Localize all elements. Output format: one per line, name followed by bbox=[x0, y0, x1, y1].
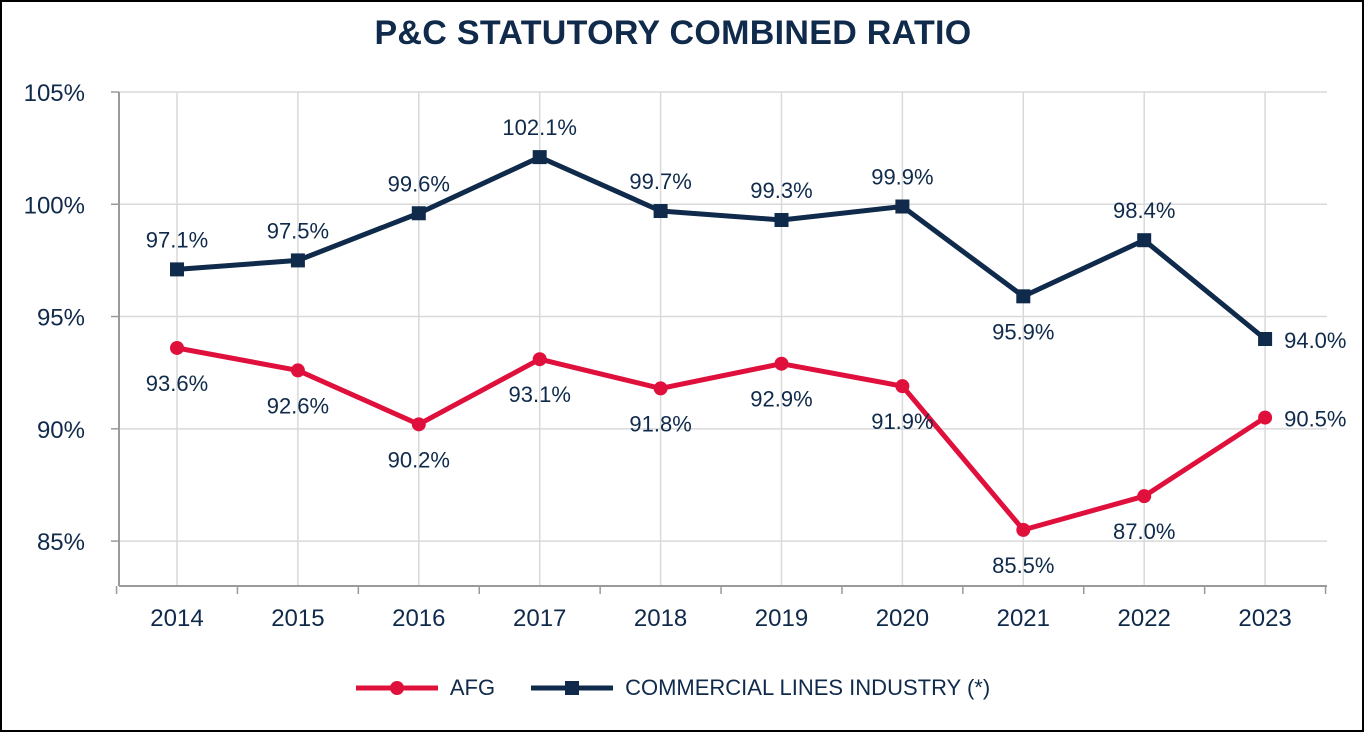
point-afg-2015 bbox=[290, 363, 305, 378]
point-industry-2022 bbox=[1137, 233, 1152, 248]
point-afg-2022 bbox=[1137, 489, 1152, 504]
data-label-afg-2021: 85.5% bbox=[992, 553, 1054, 578]
y-tick-label: 105% bbox=[24, 80, 85, 107]
data-label-afg-2018: 91.8% bbox=[629, 411, 691, 436]
legend: AFG COMMERCIAL LINES INDUSTRY (*) bbox=[0, 668, 1346, 708]
point-industry-2018 bbox=[653, 204, 668, 219]
data-label-afg-2019: 92.9% bbox=[750, 387, 812, 412]
point-afg-2014 bbox=[170, 340, 184, 355]
legend-item-industry: COMMERCIAL LINES INDUSTRY (*) bbox=[531, 675, 990, 701]
x-tick-label: 2018 bbox=[634, 605, 687, 632]
point-afg-2018 bbox=[653, 381, 668, 396]
point-industry-2023 bbox=[1258, 332, 1273, 346]
point-industry-2017 bbox=[532, 150, 547, 165]
point-industry-2020 bbox=[895, 199, 910, 214]
data-label-industry-2022: 98.4% bbox=[1113, 198, 1175, 223]
legend-item-afg: AFG bbox=[355, 675, 496, 701]
point-industry-2021 bbox=[1016, 289, 1031, 304]
data-label-afg-2016: 90.2% bbox=[388, 447, 450, 472]
x-tick-label: 2017 bbox=[513, 605, 566, 632]
series-line-industry bbox=[176, 154, 1267, 341]
y-tick-label: 100% bbox=[24, 192, 85, 219]
grid-lines bbox=[119, 91, 1327, 586]
y-tick-label: 90% bbox=[37, 417, 85, 444]
point-afg-2017 bbox=[532, 352, 547, 367]
legend-line-circle-icon bbox=[355, 681, 438, 695]
point-afg-2016 bbox=[411, 417, 426, 432]
point-industry-2015 bbox=[290, 253, 305, 268]
data-label-industry-2014: 97.1% bbox=[146, 227, 208, 252]
data-label-afg-2017: 93.1% bbox=[509, 382, 571, 407]
x-tick-label: 2015 bbox=[271, 605, 324, 632]
x-tick-label: 2016 bbox=[392, 605, 445, 632]
axes: 85% 90% 95% 100% 105% 2014 2015 2016 2017 2018 201… bbox=[24, 80, 1327, 632]
x-tick-label: 2020 bbox=[876, 605, 929, 632]
chart-title: P&C STATUTORY COMBINED RATIO bbox=[374, 14, 972, 52]
legend-label-afg: AFG bbox=[449, 675, 496, 700]
data-label-industry-2018: 99.7% bbox=[629, 169, 691, 194]
point-afg-2019 bbox=[774, 356, 789, 371]
x-tick-label: 2021 bbox=[997, 605, 1050, 632]
data-label-afg-2014: 93.6% bbox=[146, 371, 208, 396]
data-label-afg-2023: 90.5% bbox=[1284, 407, 1346, 432]
data-label-industry-2021: 95.9% bbox=[992, 319, 1054, 344]
series-group bbox=[170, 150, 1273, 537]
data-label-industry-2016: 99.6% bbox=[388, 171, 450, 196]
data-label-afg-2022: 87.0% bbox=[1113, 519, 1175, 544]
data-label-afg-2015: 92.6% bbox=[267, 393, 329, 418]
data-label-industry-2017: 102.1% bbox=[502, 115, 577, 140]
point-afg-2021 bbox=[1016, 522, 1031, 537]
point-industry-2016 bbox=[411, 206, 426, 221]
x-tick-label: 2019 bbox=[755, 605, 808, 632]
y-tick-label: 95% bbox=[37, 305, 85, 332]
x-tick-label: 2023 bbox=[1238, 605, 1291, 632]
legend-label-industry: COMMERCIAL LINES INDUSTRY (*) bbox=[625, 675, 991, 700]
y-tick-label: 85% bbox=[37, 529, 85, 556]
data-label-industry-2019: 99.3% bbox=[750, 178, 812, 203]
point-afg-2020 bbox=[895, 379, 910, 394]
data-label-afg-2020: 91.9% bbox=[871, 409, 933, 434]
x-tick-label: 2014 bbox=[150, 605, 203, 632]
data-labels: 93.6% 92.6% 90.2% 93.1% 91.8% 92.9% 91.9% 85.5%… bbox=[146, 115, 1347, 578]
point-afg-2023 bbox=[1258, 410, 1273, 425]
point-industry-2014 bbox=[170, 262, 184, 277]
x-tick-label: 2022 bbox=[1118, 605, 1171, 632]
data-label-industry-2023: 94.0% bbox=[1284, 328, 1346, 353]
series-line-afg bbox=[176, 345, 1267, 533]
legend-line-square-icon bbox=[531, 681, 614, 695]
point-industry-2019 bbox=[774, 212, 789, 227]
data-label-industry-2015: 97.5% bbox=[267, 218, 329, 243]
data-label-industry-2020: 99.9% bbox=[871, 165, 933, 190]
